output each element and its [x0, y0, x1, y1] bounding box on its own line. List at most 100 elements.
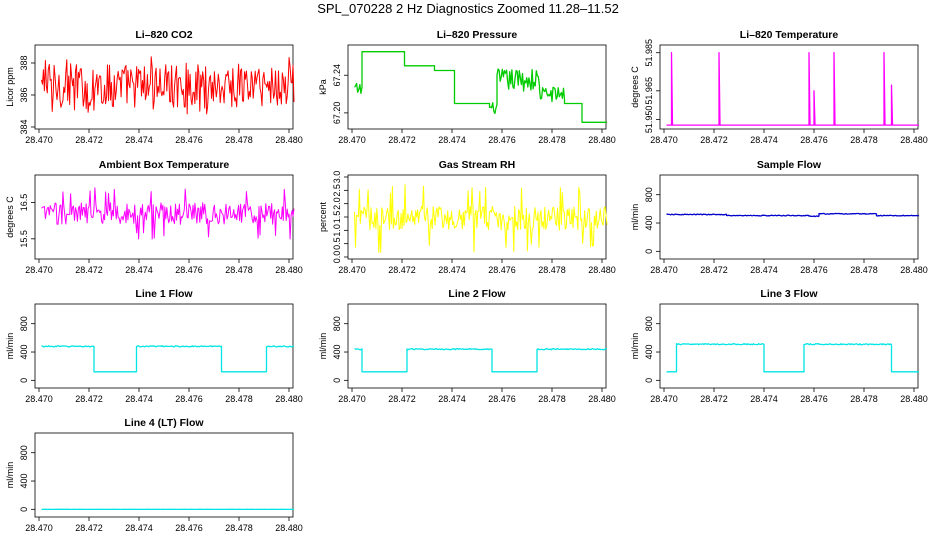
y-tick-label: 388: [19, 55, 29, 70]
x-tick-label: 28.474: [125, 135, 153, 145]
x-tick-label: 28.478: [538, 265, 566, 275]
plot-title: Line 2 Flow: [448, 288, 506, 300]
plot-panel: Line 2 Flow 28.470 28.472 28.474 28.476 28.47…: [318, 288, 616, 404]
x-tick-label: 28.478: [850, 135, 878, 145]
x-tick-label: 28.478: [225, 265, 253, 275]
x-tick-label: 28.470: [25, 135, 53, 145]
data-series-line: [354, 184, 608, 253]
y-axis-label: degrees C: [630, 66, 640, 108]
plot-frame: [34, 174, 294, 260]
data-series-line: [41, 56, 295, 115]
x-tick-label: 28.470: [338, 135, 366, 145]
x-tick-label: 28.472: [388, 265, 416, 275]
plot-panel: Gas Stream RH 28.470 28.472 28.474 28.476 28.…: [318, 159, 616, 275]
x-tick-label: 28.478: [538, 135, 566, 145]
y-tick-label: 384: [19, 119, 29, 134]
y-tick-label: 2.0: [332, 197, 342, 210]
y-tick-label: 800: [19, 316, 29, 331]
data-series-line: [353, 51, 607, 123]
x-tick-label: 28.478: [850, 265, 878, 275]
y-tick-label: 0: [19, 507, 29, 512]
x-tick-label: 28.478: [850, 394, 878, 404]
x-tick-label: 28.472: [700, 135, 728, 145]
y-axis-label: ml/min: [630, 204, 640, 231]
plot-panel: Line 3 Flow 28.470 28.472 28.474 28.476 28.47…: [630, 288, 928, 404]
x-tick-label: 28.480: [900, 135, 928, 145]
x-tick-label: 28.476: [800, 265, 828, 275]
plot-frame: [659, 174, 919, 260]
x-tick-label: 28.480: [900, 265, 928, 275]
y-tick-label: 2.5: [332, 184, 342, 197]
plot-panel: Ambient Box Temperature 28.470 28.472 28.47…: [5, 159, 303, 275]
y-tick-label: 0: [332, 378, 342, 383]
plot-frame: [347, 303, 607, 389]
x-tick-label: 28.470: [338, 265, 366, 275]
y-tick-label: 3.0: [332, 171, 342, 184]
data-series-line: [666, 52, 919, 126]
x-tick-label: 28.470: [25, 523, 53, 533]
y-tick-label: 51.950: [644, 106, 654, 134]
x-tick-label: 28.474: [750, 135, 778, 145]
plot-title: Line 3 Flow: [760, 288, 818, 300]
x-tick-label: 28.472: [75, 394, 103, 404]
plot-title: Ambient Box Temperature: [99, 159, 230, 171]
x-tick-label: 28.470: [25, 265, 53, 275]
page-title: SPL_070228 2 Hz Diagnostics Zoomed 11.28…: [317, 1, 619, 16]
data-series-line: [666, 212, 920, 218]
x-tick-label: 28.476: [175, 135, 203, 145]
y-tick-label: 800: [644, 187, 654, 202]
data-series-line: [354, 347, 607, 373]
plot-panel: Sample Flow 28.470 28.472 28.474 28.476 28.47…: [630, 159, 928, 275]
x-tick-label: 28.474: [438, 265, 466, 275]
plot-frame: [659, 303, 919, 389]
plot-title: Li–820 Temperature: [740, 29, 839, 41]
plot-title: Line 1 Flow: [135, 288, 193, 300]
x-tick-label: 28.476: [175, 265, 203, 275]
y-tick-label: 51.965: [644, 77, 654, 105]
data-series-line: [41, 187, 295, 240]
plot-frame: [347, 44, 607, 130]
y-tick-label: 400: [19, 345, 29, 360]
y-axis-label: Licor ppm: [5, 67, 15, 107]
plot-title: Li–820 Pressure: [437, 29, 518, 41]
x-tick-label: 28.472: [700, 394, 728, 404]
data-series-line: [41, 345, 295, 373]
x-tick-label: 28.480: [900, 394, 928, 404]
x-tick-label: 28.472: [75, 265, 103, 275]
x-tick-label: 28.476: [488, 135, 516, 145]
x-tick-label: 28.472: [75, 523, 103, 533]
x-tick-label: 28.472: [388, 394, 416, 404]
x-tick-label: 28.478: [225, 394, 253, 404]
y-tick-label: 51.985: [644, 39, 654, 67]
plot-title: Sample Flow: [757, 159, 822, 171]
x-tick-label: 28.472: [75, 135, 103, 145]
plot-frame: [659, 44, 919, 130]
y-axis-label: ml/min: [5, 333, 15, 360]
x-tick-label: 28.470: [338, 394, 366, 404]
x-tick-label: 28.478: [538, 394, 566, 404]
y-tick-label: 0.0: [332, 251, 342, 264]
x-tick-label: 28.474: [125, 523, 153, 533]
y-tick-label: 800: [19, 445, 29, 460]
x-tick-label: 28.480: [275, 394, 303, 404]
y-tick-label: 15.5: [19, 230, 29, 248]
plot-panel: Li–820 Temperature 28.470 28.472 28.474 28.4…: [630, 29, 928, 145]
plot-panel: Li–820 CO2 28.470 28.472 28.474 28.476 28.478…: [5, 29, 303, 145]
x-tick-label: 28.470: [650, 135, 678, 145]
y-tick-label: 0: [19, 378, 29, 383]
x-tick-label: 28.480: [588, 135, 616, 145]
plot-panel: Li–820 Pressure 28.470 28.472 28.474 28.476 2…: [318, 29, 616, 145]
y-tick-label: 0.5: [332, 237, 342, 250]
y-axis-label: kPa: [318, 79, 328, 95]
x-tick-label: 28.474: [125, 394, 153, 404]
x-tick-label: 28.480: [275, 523, 303, 533]
y-tick-label: 0: [644, 378, 654, 383]
y-axis-label: degrees C: [5, 196, 15, 238]
plot-title: Line 4 (LT) Flow: [124, 417, 204, 429]
y-tick-label: 1.5: [332, 211, 342, 224]
y-tick-label: 0: [644, 249, 654, 254]
y-tick-label: 1.0: [332, 224, 342, 237]
x-tick-label: 28.480: [275, 135, 303, 145]
x-tick-label: 28.478: [225, 523, 253, 533]
